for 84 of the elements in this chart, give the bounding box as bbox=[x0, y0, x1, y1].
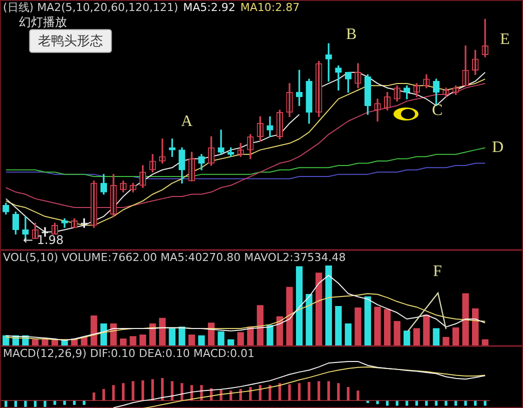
bar bbox=[364, 296, 372, 346]
bar bbox=[139, 334, 146, 346]
bar bbox=[432, 328, 440, 346]
bar bbox=[63, 400, 66, 405]
bar bbox=[112, 385, 115, 401]
bar bbox=[120, 338, 127, 346]
chart-title: MACD(12,26,9) DIF:0.10 DEA:0.10 MACD:0.01 bbox=[3, 347, 255, 360]
bar bbox=[344, 323, 352, 346]
annotation: ← 1.98 bbox=[23, 233, 64, 247]
bar bbox=[44, 400, 46, 407]
bar bbox=[462, 293, 469, 346]
bar bbox=[34, 400, 37, 407]
bar bbox=[122, 383, 125, 401]
bar bbox=[384, 309, 391, 346]
bar bbox=[325, 265, 332, 346]
bar bbox=[482, 339, 488, 346]
bar bbox=[335, 306, 342, 346]
bar bbox=[82, 400, 86, 405]
bar bbox=[327, 381, 330, 401]
bar bbox=[296, 266, 303, 346]
bar bbox=[308, 382, 310, 401]
bar bbox=[168, 328, 176, 346]
text: D bbox=[492, 139, 504, 157]
text: MA10:2.87 bbox=[240, 1, 300, 14]
text: E bbox=[500, 31, 510, 49]
bar bbox=[208, 322, 215, 346]
bar bbox=[218, 331, 224, 346]
bar bbox=[256, 305, 264, 346]
chart-title: (日线) MA2(5,10,20,60,120,121) bbox=[3, 1, 178, 14]
bar bbox=[318, 381, 320, 401]
bar bbox=[286, 286, 293, 346]
bar bbox=[472, 308, 479, 346]
bar bbox=[237, 332, 244, 346]
bar bbox=[24, 400, 27, 407]
bar bbox=[316, 272, 322, 346]
candlestick bbox=[80, 218, 88, 228]
bar bbox=[180, 383, 184, 401]
bar bbox=[376, 400, 379, 404]
bar bbox=[268, 385, 272, 401]
bar bbox=[141, 380, 144, 401]
bar bbox=[42, 339, 48, 346]
bar bbox=[151, 379, 154, 401]
bar bbox=[413, 328, 420, 346]
annotation: F bbox=[433, 263, 442, 281]
bar bbox=[356, 390, 360, 401]
bar bbox=[374, 306, 381, 346]
bar bbox=[92, 392, 96, 401]
bar bbox=[404, 330, 410, 346]
bar bbox=[266, 325, 274, 346]
annotation: 老鸭头形态 bbox=[29, 29, 112, 53]
bar bbox=[14, 400, 17, 407]
bar bbox=[159, 318, 166, 346]
bar bbox=[394, 321, 400, 346]
bar bbox=[132, 381, 134, 401]
bar bbox=[4, 400, 8, 407]
bar bbox=[90, 315, 98, 346]
annotation: B bbox=[346, 26, 357, 44]
bar bbox=[444, 400, 448, 406]
bar bbox=[198, 335, 205, 346]
bar bbox=[442, 336, 450, 346]
bar bbox=[178, 326, 186, 346]
chart-title: VOL(5,10) VOLUME:7662.00 MA5:40270.80 MAVOL2:37534.48 bbox=[3, 251, 346, 264]
bar bbox=[53, 400, 56, 405]
annotation: C bbox=[432, 102, 443, 120]
bar bbox=[228, 339, 234, 346]
bar bbox=[73, 400, 76, 405]
bar bbox=[102, 388, 106, 401]
bar bbox=[423, 314, 430, 346]
bar bbox=[452, 327, 460, 346]
bar bbox=[337, 383, 340, 401]
bar bbox=[298, 383, 301, 401]
bar bbox=[354, 308, 362, 346]
annotation: 幻灯播放 bbox=[19, 14, 67, 31]
bar bbox=[288, 384, 291, 401]
bar bbox=[188, 334, 196, 346]
bar bbox=[306, 294, 312, 346]
bar bbox=[32, 339, 39, 346]
bar bbox=[161, 378, 164, 401]
bar bbox=[346, 387, 350, 401]
annotation: A bbox=[181, 113, 193, 131]
bar bbox=[464, 400, 467, 406]
text: MA5:2.92 bbox=[183, 1, 236, 14]
bar bbox=[130, 336, 136, 346]
bar bbox=[425, 400, 428, 406]
